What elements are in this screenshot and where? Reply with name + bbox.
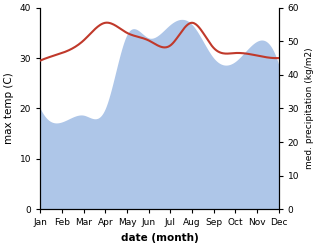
Y-axis label: max temp (C): max temp (C) (4, 73, 14, 144)
Y-axis label: med. precipitation (kg/m2): med. precipitation (kg/m2) (305, 48, 314, 169)
X-axis label: date (month): date (month) (121, 233, 198, 243)
